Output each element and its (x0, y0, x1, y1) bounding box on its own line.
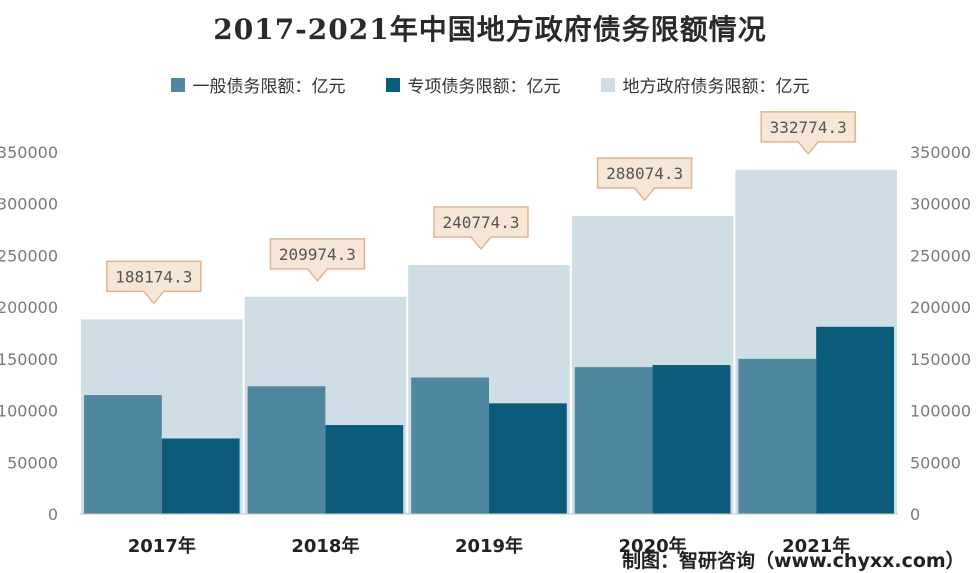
chart-legend: 一般债务限额：亿元 专项债务限额：亿元 地方政府债务限额：亿元 (0, 72, 980, 97)
data-label: 288074.3 (606, 164, 683, 183)
data-label-callout (106, 260, 202, 305)
bar-special (489, 403, 567, 514)
y-tick-label-right: 300000 (910, 195, 971, 214)
bar-special (816, 326, 894, 514)
legend-label-total: 地方政府债务限额：亿元 (622, 77, 810, 97)
bar-general (738, 358, 817, 514)
bar-special (161, 438, 240, 514)
y-tick-label-right: 50000 (910, 453, 961, 472)
legend-label-general: 一般债务限额：亿元 (192, 77, 346, 97)
y-tick-label-left: 50000 (7, 453, 58, 472)
legend-swatch-total (600, 77, 615, 92)
x-tick-label: 2018年 (291, 535, 359, 557)
legend-swatch-general (170, 77, 185, 92)
legend-label-special: 专项债务限额：亿元 (407, 77, 561, 97)
y-tick-label-left: 0 (48, 505, 58, 524)
bar-general (84, 395, 162, 514)
bar-general (574, 367, 653, 514)
bar-general (411, 377, 489, 514)
y-tick-label-right: 150000 (910, 350, 971, 369)
x-tick-label: 2021年 (782, 535, 850, 557)
chart-title: 2017-2021年中国地方政府债务限额情况 (213, 13, 767, 46)
legend-swatch-special (385, 77, 400, 92)
y-tick-label-right: 100000 (910, 402, 971, 421)
data-label: 332774.3 (770, 118, 847, 137)
data-label-callout (433, 206, 529, 251)
bar-general (247, 386, 326, 514)
data-label: 209974.3 (279, 245, 356, 264)
x-tick-label: 2020年 (619, 535, 687, 557)
y-tick-label-right: 200000 (910, 298, 971, 317)
data-label-callout (269, 238, 366, 282)
y-tick-label-left: 250000 (0, 246, 58, 265)
y-tick-label-left: 300000 (0, 195, 58, 214)
legend-item-general: 一般债务限额：亿元 (170, 72, 346, 97)
data-label-callout (760, 111, 856, 155)
y-tick-label-right: 350000 (910, 143, 971, 162)
bar-special (652, 365, 731, 514)
x-tick-label: 2019年 (455, 535, 523, 557)
data-label: 188174.3 (115, 267, 192, 286)
legend-item-special: 专项债务限额：亿元 (385, 72, 561, 97)
y-tick-label-left: 150000 (0, 350, 58, 369)
data-label: 240774.3 (442, 213, 519, 232)
y-tick-label-right: 250000 (910, 246, 971, 265)
x-tick-label: 2017年 (128, 535, 196, 557)
source-credit: 制图：智研咨询（www.chyxx.com） (622, 550, 965, 572)
data-label-callout (596, 157, 693, 202)
y-tick-label-left: 100000 (0, 402, 58, 421)
y-tick-label-left: 200000 (0, 298, 58, 317)
y-tick-label-left: 350000 (0, 143, 58, 162)
y-tick-label-right: 0 (910, 505, 920, 524)
bar-special (325, 425, 404, 514)
legend-item-total: 地方政府债务限额：亿元 (600, 72, 810, 97)
